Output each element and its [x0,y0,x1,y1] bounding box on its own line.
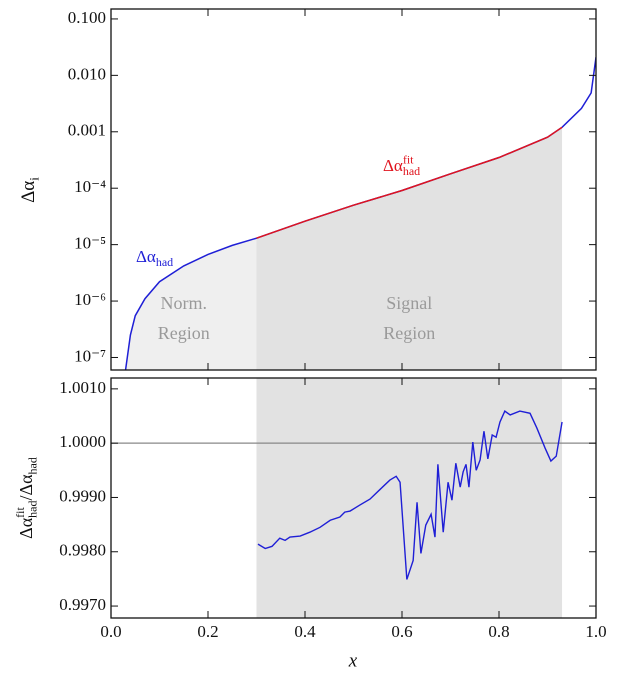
data-line [257,410,563,580]
plot-frame [110,8,597,371]
y-tick-label: 10⁻⁵ [74,234,106,253]
x-tick-label: 0.6 [391,622,412,641]
plot-frame [110,377,597,619]
x-tick-label: 0.2 [197,622,218,641]
plot-area-top [124,57,596,370]
series-label-part: Δα [136,247,156,266]
y-tick-label: 0.9970 [59,595,106,614]
y-tick-label: 0.010 [68,64,106,83]
region-shade [125,238,257,370]
x-tick-label: 0.0 [100,622,121,641]
series-label-part: had [156,255,173,269]
y-tick-label: 10⁻⁴ [74,177,106,196]
y-tick-label: 0.001 [68,121,106,140]
x-tick-label: 0.4 [294,622,316,641]
y-axis-label-part: had [25,457,39,474]
y-axis-label-part: /Δα [16,474,36,501]
y-axis-label: Δαfithad/Δαhad [13,457,39,539]
series-label: Δαfit had [383,152,420,178]
y-tick-label: 0.100 [68,8,106,27]
series-label-part: had [403,164,420,178]
x-tick-label: 1.0 [585,622,606,641]
y-axis-label-part: fit [13,506,27,517]
data-line [256,126,563,239]
x-axis-label: x [348,650,358,671]
plot-area-bottom [111,378,596,618]
y-axis-label-part: Δα [16,517,36,539]
series-label: Δαhad [136,247,173,269]
y-tick-label: 10⁻⁷ [74,346,106,365]
y-tick-label: 10⁻⁶ [74,290,106,309]
series-label-part: fit [403,152,414,166]
y-axis-label-part: had [25,501,39,518]
region-label: Signal [386,293,432,313]
region-label: Norm. [161,293,208,313]
region-shade [256,127,563,370]
y-tick-label: 0.9980 [59,541,106,560]
x-tick-label: 0.8 [488,622,509,641]
y-axis-label: Δαi [18,177,41,203]
y-axis-label-part: Δα [18,181,39,203]
y-axis-label-part: i [27,177,42,181]
series-label-part: Δα [383,156,403,175]
y-tick-label: 1.0010 [59,378,106,397]
region-label: Region [383,323,435,343]
region-shade [256,378,563,618]
region-label: Region [158,323,210,343]
y-tick-label: 0.9990 [59,486,106,505]
y-tick-label: 1.0000 [59,432,106,451]
